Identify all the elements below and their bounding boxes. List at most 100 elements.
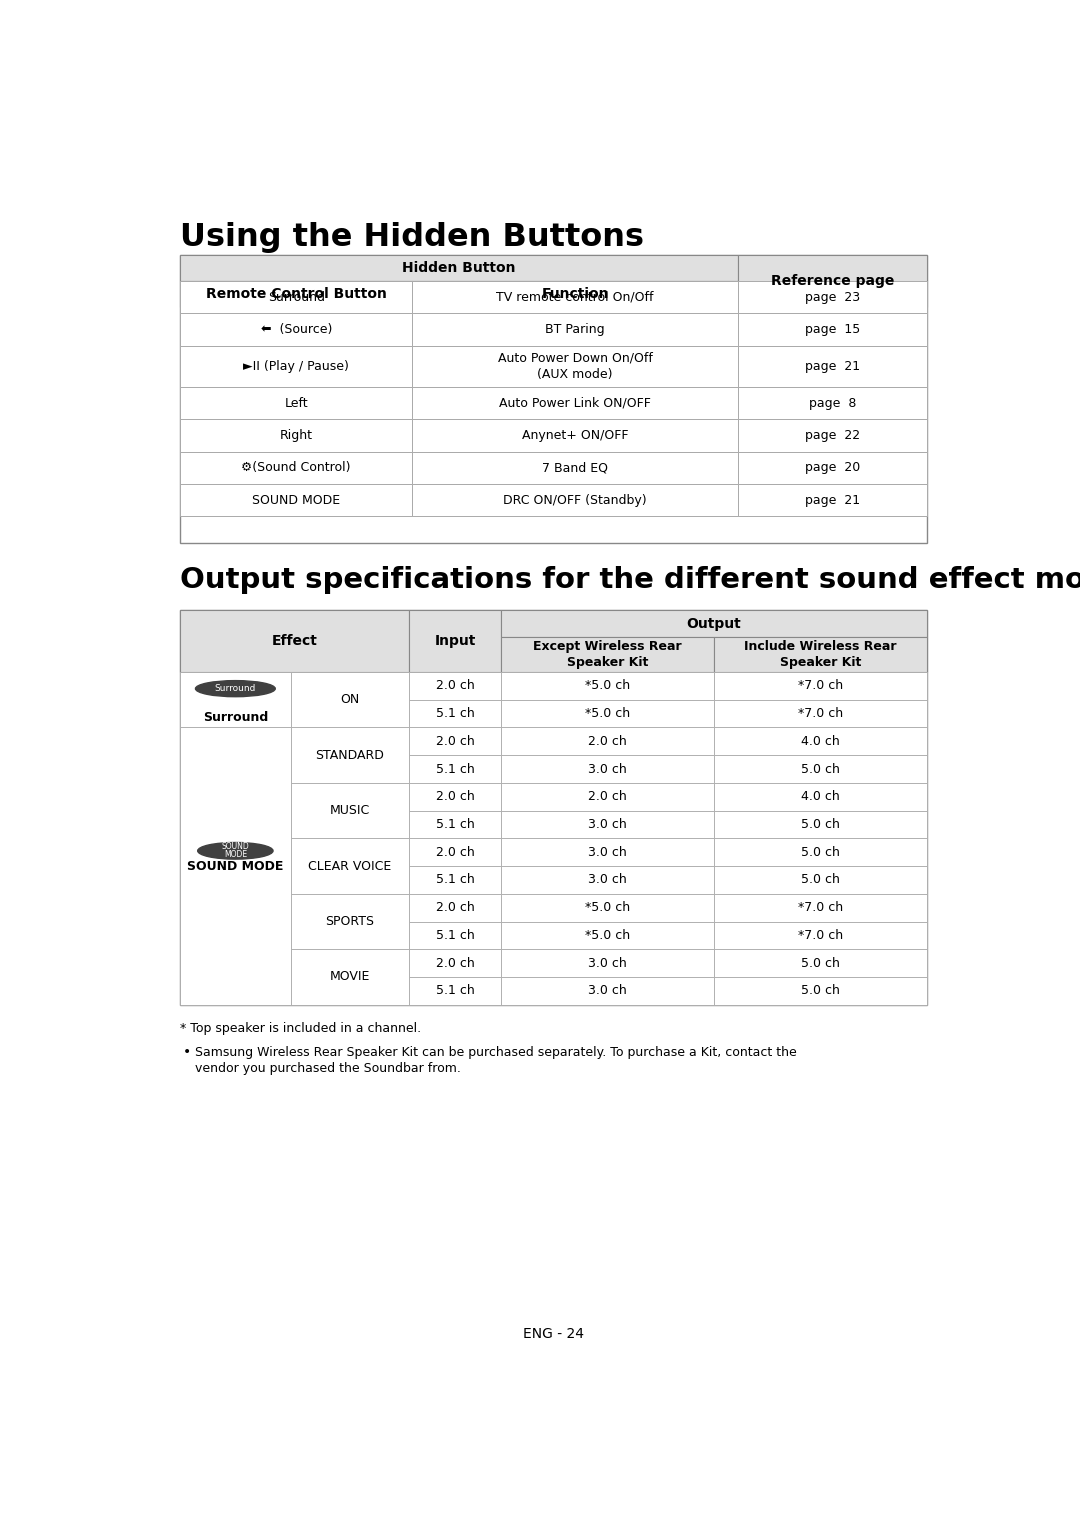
Text: page  23: page 23 — [805, 291, 860, 303]
Bar — [501, 922, 714, 950]
Text: Remote Control Button: Remote Control Button — [206, 286, 387, 300]
Bar — [714, 922, 927, 950]
Text: •: • — [183, 1045, 191, 1059]
Text: 3.0 ch: 3.0 ch — [588, 873, 626, 887]
Bar — [714, 783, 927, 810]
Bar — [714, 728, 927, 755]
Bar — [714, 637, 927, 673]
Bar — [501, 893, 714, 922]
Text: *7.0 ch: *7.0 ch — [798, 928, 843, 942]
Text: *5.0 ch: *5.0 ch — [584, 928, 630, 942]
Text: page  21: page 21 — [805, 360, 860, 372]
Text: Auto Power Link ON/OFF: Auto Power Link ON/OFF — [499, 397, 651, 409]
Text: *7.0 ch: *7.0 ch — [798, 708, 843, 720]
Text: ON: ON — [340, 694, 360, 706]
Bar — [409, 610, 501, 673]
Text: Auto Power Down On/Off
(AUX mode): Auto Power Down On/Off (AUX mode) — [498, 352, 652, 381]
Text: Samsung Wireless Rear Speaker Kit can be purchased separately. To purchase a Kit: Samsung Wireless Rear Speaker Kit can be… — [195, 1046, 797, 1075]
Text: 5.1 ch: 5.1 ch — [435, 928, 474, 942]
Text: 3.0 ch: 3.0 ch — [588, 846, 626, 859]
Text: * Top speaker is included in a channel.: * Top speaker is included in a channel. — [180, 1022, 421, 1034]
Bar — [180, 728, 291, 1005]
Text: Input: Input — [434, 634, 476, 648]
Text: Output: Output — [687, 616, 741, 631]
Bar — [714, 838, 927, 866]
Bar — [738, 313, 927, 346]
Bar — [714, 673, 927, 700]
Bar — [180, 610, 409, 673]
Bar — [291, 838, 409, 893]
Bar — [409, 838, 501, 866]
Bar — [413, 313, 738, 346]
Text: 5.0 ch: 5.0 ch — [801, 984, 840, 997]
Text: Output specifications for the different sound effect modes: Output specifications for the different … — [180, 565, 1080, 594]
Bar — [501, 610, 927, 637]
Bar — [291, 950, 409, 1005]
Text: *5.0 ch: *5.0 ch — [584, 679, 630, 692]
Bar — [180, 280, 413, 313]
Bar — [501, 838, 714, 866]
Text: 4.0 ch: 4.0 ch — [801, 791, 840, 803]
Ellipse shape — [195, 680, 275, 697]
Bar — [714, 700, 927, 728]
Text: 5.1 ch: 5.1 ch — [435, 708, 474, 720]
Text: 5.0 ch: 5.0 ch — [801, 956, 840, 970]
Text: 3.0 ch: 3.0 ch — [588, 956, 626, 970]
Text: TV remote control On/Off: TV remote control On/Off — [497, 291, 654, 303]
Text: CLEAR VOICE: CLEAR VOICE — [309, 859, 392, 873]
Text: Function: Function — [541, 286, 609, 300]
Text: ►II (Play / Pause): ►II (Play / Pause) — [243, 360, 349, 372]
Bar — [714, 755, 927, 783]
Bar — [409, 783, 501, 810]
Text: *5.0 ch: *5.0 ch — [584, 708, 630, 720]
Text: BT Paring: BT Paring — [545, 323, 605, 336]
Bar — [501, 755, 714, 783]
Text: *5.0 ch: *5.0 ch — [584, 901, 630, 915]
Bar — [409, 728, 501, 755]
Text: ENG - 24: ENG - 24 — [523, 1327, 584, 1340]
Text: SOUND: SOUND — [221, 843, 249, 852]
Bar — [501, 700, 714, 728]
Bar — [409, 922, 501, 950]
Bar — [291, 893, 409, 950]
Bar — [413, 280, 738, 306]
Bar — [738, 346, 927, 388]
Bar — [180, 254, 927, 542]
Text: ⚙(Sound Control): ⚙(Sound Control) — [242, 461, 351, 475]
Bar — [738, 254, 927, 306]
Text: 5.1 ch: 5.1 ch — [435, 984, 474, 997]
Text: 5.0 ch: 5.0 ch — [801, 818, 840, 830]
Text: DRC ON/OFF (Standby): DRC ON/OFF (Standby) — [503, 493, 647, 507]
Text: SOUND MODE: SOUND MODE — [252, 493, 340, 507]
Text: Reference page: Reference page — [771, 274, 894, 288]
Bar — [714, 810, 927, 838]
Text: 2.0 ch: 2.0 ch — [435, 846, 474, 859]
Bar — [501, 728, 714, 755]
Text: Except Wireless Rear
Speaker Kit: Except Wireless Rear Speaker Kit — [534, 640, 681, 669]
Bar — [501, 866, 714, 893]
Text: Surround: Surround — [268, 291, 325, 303]
Text: page  20: page 20 — [805, 461, 860, 475]
Text: 2.0 ch: 2.0 ch — [435, 901, 474, 915]
Text: 3.0 ch: 3.0 ch — [588, 818, 626, 830]
Text: 7 Band EQ: 7 Band EQ — [542, 461, 608, 475]
Bar — [180, 313, 413, 346]
Bar — [409, 673, 501, 700]
Bar — [409, 755, 501, 783]
Bar — [501, 810, 714, 838]
Text: 2.0 ch: 2.0 ch — [435, 679, 474, 692]
Bar — [738, 280, 927, 313]
Bar — [180, 484, 413, 516]
Bar — [180, 280, 413, 306]
Text: MUSIC: MUSIC — [329, 804, 370, 817]
Text: Right: Right — [280, 429, 313, 443]
Text: Left: Left — [284, 397, 308, 409]
Bar — [501, 977, 714, 1005]
Ellipse shape — [198, 843, 273, 859]
Text: 5.1 ch: 5.1 ch — [435, 818, 474, 830]
Bar — [180, 610, 927, 1005]
Bar — [714, 950, 927, 977]
Bar — [413, 484, 738, 516]
Text: STANDARD: STANDARD — [315, 749, 384, 761]
Text: Effect: Effect — [272, 634, 318, 648]
